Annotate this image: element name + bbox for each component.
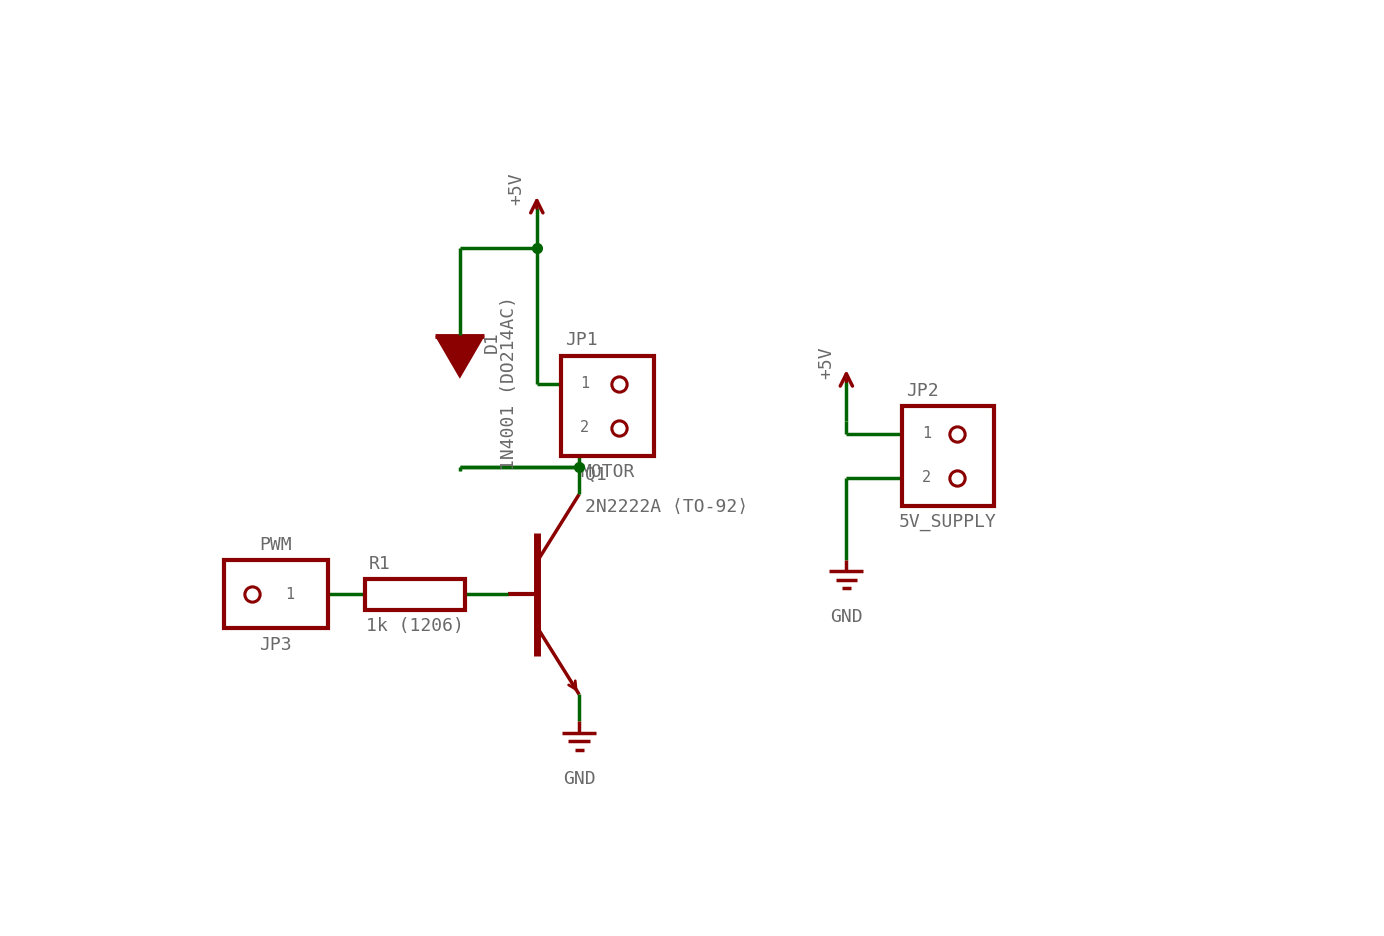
- Text: 1: 1: [922, 426, 931, 441]
- Text: 5V_SUPPLY: 5V_SUPPLY: [900, 514, 996, 532]
- Text: 2N2222A ⟨TO-92⟩: 2N2222A ⟨TO-92⟩: [585, 498, 749, 516]
- Text: D1: D1: [483, 331, 501, 353]
- Text: R1: R1: [370, 555, 390, 573]
- Text: 2: 2: [580, 420, 590, 435]
- Text: 1k (1206): 1k (1206): [367, 618, 464, 636]
- Text: GND: GND: [830, 608, 862, 626]
- Text: JP2: JP2: [905, 382, 938, 400]
- Text: 1: 1: [580, 376, 590, 391]
- Text: +5V: +5V: [508, 173, 526, 206]
- Bar: [365, 579, 465, 609]
- Text: 1: 1: [285, 587, 295, 602]
- Text: JP3: JP3: [259, 636, 292, 654]
- Text: 1N4001 (DO214AC): 1N4001 (DO214AC): [500, 296, 518, 470]
- Text: PWM: PWM: [259, 536, 292, 554]
- Polygon shape: [435, 336, 484, 379]
- Text: JP1: JP1: [565, 331, 598, 349]
- Bar: [902, 405, 994, 505]
- Bar: [224, 561, 328, 628]
- Text: 2: 2: [922, 470, 931, 485]
- Text: Q1: Q1: [585, 466, 608, 484]
- Text: MOTOR: MOTOR: [580, 463, 635, 481]
- Bar: [562, 356, 653, 456]
- Text: GND: GND: [563, 770, 595, 788]
- Text: +5V: +5V: [817, 346, 835, 379]
